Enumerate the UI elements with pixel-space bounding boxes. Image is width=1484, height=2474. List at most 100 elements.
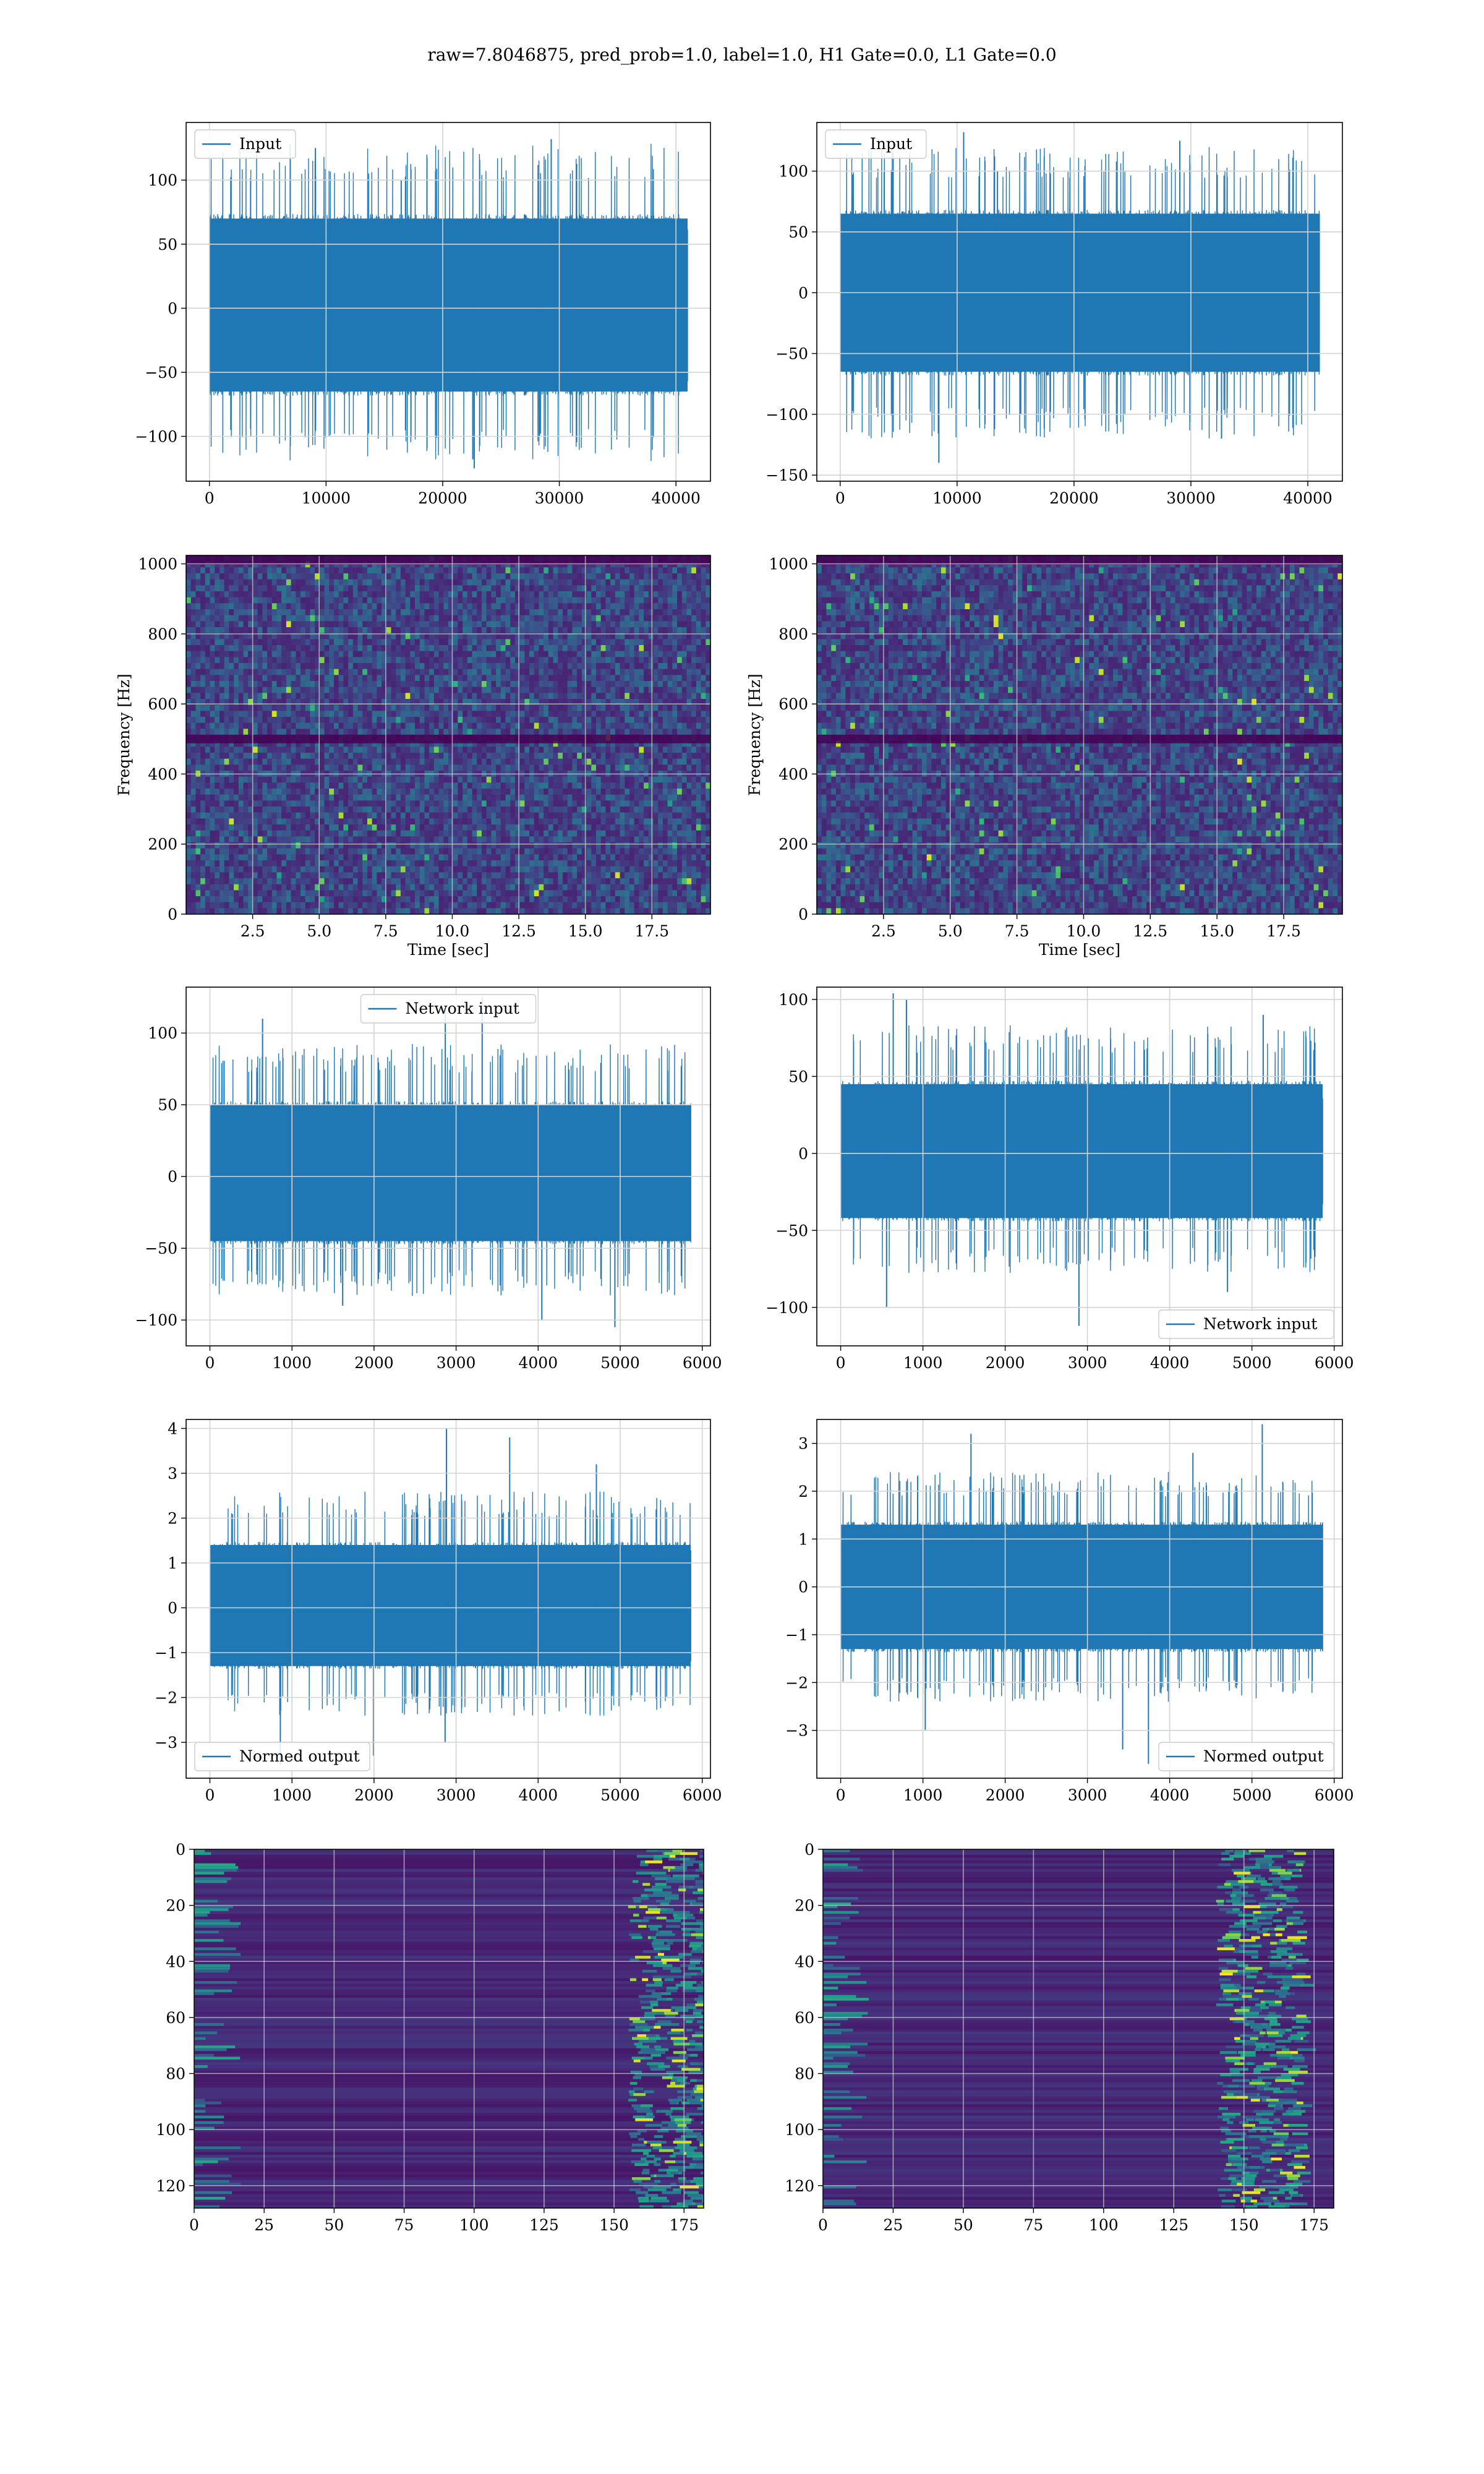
x-tick-label: 12.5 [501,922,536,940]
x-tick-label: 75 [1023,2216,1043,2234]
y-tick-label: 400 [778,765,808,783]
legend: Input [825,129,927,159]
x-tick-label: 5000 [600,1786,640,1804]
y-tick-label: −3 [155,1734,177,1752]
x-tick-label: 12.5 [1133,922,1168,940]
legend: Network input [360,994,537,1024]
y-tick-label: 200 [778,836,808,854]
x-tick-label: 5.0 [938,922,963,940]
y-tick-label: 0 [798,1578,808,1596]
y-tick-label: 100 [148,1024,177,1042]
legend-box [1158,1742,1334,1771]
x-tick-label: 2000 [354,1354,394,1372]
x-axis-label: Time [sec] [407,941,489,959]
legend-box [825,129,927,159]
x-tick-label: 125 [1159,2216,1188,2234]
y-tick-label: −50 [775,345,808,363]
y-tick-label: 800 [778,625,808,643]
y-tick-label: 4 [168,1420,177,1438]
y-axis-label: Frequency [Hz] [115,674,133,796]
y-tick-label: −100 [765,406,808,424]
y-tick-label: 100 [156,2121,186,2139]
y-tick-label: 60 [795,2009,814,2027]
legend-label: Normed output [1203,1747,1324,1765]
y-tick-label: −3 [785,1722,808,1740]
y-tick-label: 60 [166,2009,186,2027]
y-tick-label: 20 [795,1897,814,1915]
y-tick-label: 0 [798,905,808,923]
y-tick-label: 1000 [769,555,808,573]
x-tick-label: 20000 [1049,489,1099,507]
x-tick-label: 75 [394,2216,414,2234]
x-tick-label: 0 [836,1354,846,1372]
x-tick-label: 10.0 [1067,922,1101,940]
legend: Input [194,129,296,159]
axes-frame [816,987,1343,1346]
x-tick-label: 15.0 [568,922,603,940]
y-axis-label: Frequency [Hz] [746,674,764,796]
legend-label: Input [239,135,281,153]
x-tick-label: 7.5 [1005,922,1030,940]
legend-label: Network input [1203,1315,1317,1333]
x-tick-label: 4000 [1150,1354,1190,1372]
panel-input-right: 0 10000 20000 30000 40000 −150 −100 −50 0 50 100 In… [765,122,1343,507]
figure-title: raw=7.8046875, pred_prob=1.0, label=1.0,… [427,45,1057,65]
series-core [210,1105,691,1241]
y-tick-label: 0 [798,1145,808,1163]
y-tick-label: −50 [775,1222,808,1239]
x-tick-label: 0 [818,2216,828,2234]
y-tick-label: 3 [168,1465,177,1483]
y-tick-label: 40 [795,1953,814,1971]
axes-frame [816,122,1343,482]
panel-activation-right: 0 25 50 75 100 125 150 175 0 20 40 60 80 100 120 [785,1841,1334,2234]
x-tick-label: 50 [324,2216,344,2234]
y-tick-label: 100 [148,171,177,189]
y-tick-label: 0 [168,905,177,923]
axes-frame [186,987,711,1346]
y-tick-label: 20 [166,1897,186,1915]
y-tick-label: 1 [798,1530,808,1548]
y-tick-label: 0 [798,284,808,302]
x-tick-label: 150 [599,2216,629,2234]
y-tick-label: −2 [155,1689,177,1707]
panel-activation-left: 0 25 50 75 100 125 150 175 0 20 40 60 80 100 120 [156,1841,704,2234]
x-tick-label: 2.5 [241,922,265,940]
x-tick-label: 50 [953,2216,973,2234]
x-tick-label: 0 [835,489,845,507]
x-tick-label: 7.5 [373,922,398,940]
panel-normed-output-left: 0 1000 2000 3000 4000 5000 6000 −3 −2 −1 0 1 2 3 4 Norm… [155,1419,722,1804]
y-tick-label: 50 [788,1068,808,1085]
x-tick-label: 3000 [1068,1354,1107,1372]
x-tick-label: 0 [836,1786,846,1804]
x-tick-label: 10000 [932,489,982,507]
y-tick-label: 0 [168,1168,177,1186]
y-tick-label: 50 [788,223,808,241]
y-tick-label: −1 [155,1644,177,1662]
x-tick-label: 6000 [1315,1786,1354,1804]
y-tick-label: 400 [148,765,177,783]
panel-spectrogram-right: 2.5 5.0 7.5 10.0 12.5 15.0 17.5 0 200 400 600 800 10… [746,555,1343,959]
y-tick-label: 0 [804,1841,814,1859]
dark-band [817,555,1342,565]
x-tick-label: 6000 [683,1354,722,1372]
x-tick-label: 40000 [651,489,701,507]
x-tick-label: 15.0 [1200,922,1234,940]
dark-band [817,734,1342,743]
x-tick-label: 10.0 [435,922,470,940]
panel-spectrogram-left: 2.5 5.0 7.5 10.0 12.5 15.0 17.5 0 200 400 600 800 10… [115,555,711,959]
x-tick-label: 1000 [903,1354,943,1372]
x-tick-label: 3000 [437,1786,476,1804]
x-tick-label: 1000 [903,1786,943,1804]
y-tick-label: 50 [158,1096,177,1114]
legend-box [360,994,537,1024]
y-tick-label: 80 [795,2065,814,2083]
x-tick-label: 3000 [437,1354,476,1372]
x-tick-label: 0 [205,1354,215,1372]
y-tick-label: −50 [145,364,177,382]
x-tick-label: 2.5 [871,922,896,940]
y-tick-label: 200 [148,836,177,854]
x-tick-label: 0 [189,2216,199,2234]
y-tick-label: −100 [765,1299,808,1317]
y-tick-label: 120 [785,2177,814,2195]
